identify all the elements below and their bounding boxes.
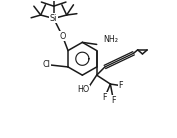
Text: HO: HO [78,85,90,94]
Text: Si: Si [50,14,57,23]
Text: F: F [112,96,116,105]
Text: F: F [118,81,123,90]
Text: O: O [59,32,66,41]
Text: NH₂: NH₂ [104,35,119,44]
Text: Cl: Cl [42,60,50,69]
Text: F: F [103,92,107,102]
